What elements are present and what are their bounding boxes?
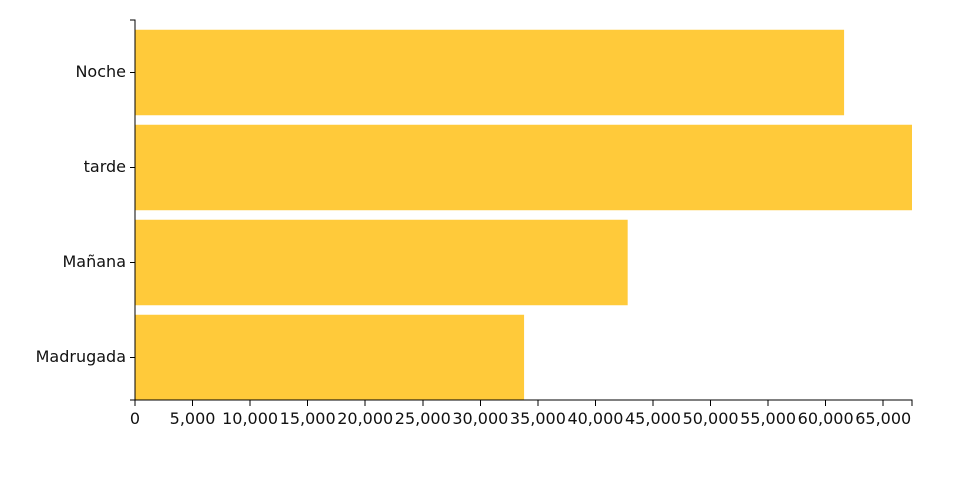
x-tick-label: 50,000	[683, 409, 739, 428]
x-tick-label: 20,000	[337, 409, 393, 428]
y-tick-label: Noche	[75, 62, 126, 81]
x-tick-label: 30,000	[452, 409, 508, 428]
y-axis: Noche tarde Mañana Madrugada	[36, 19, 136, 401]
bar-madrugada	[135, 314, 525, 401]
x-axis: 0 5,000 10,000 15,000 20,000 25,000 30,000 35,0…	[130, 399, 913, 428]
bar-noche	[135, 29, 845, 116]
y-tick-label: Madrugada	[36, 347, 126, 366]
x-tick-label: 55,000	[740, 409, 796, 428]
x-tick-label: 10,000	[222, 409, 278, 428]
x-tick-label: 25,000	[395, 409, 451, 428]
y-tick-label: Mañana	[63, 252, 127, 271]
y-tick-label: tarde	[84, 157, 126, 176]
x-tick-label: 35,000	[510, 409, 566, 428]
bar-tarde	[135, 124, 912, 211]
x-tick-label: 45,000	[625, 409, 681, 428]
bars-group	[135, 29, 912, 401]
x-tick-label: 15,000	[280, 409, 336, 428]
x-tick-label: 65,000	[855, 409, 911, 428]
bar-mañana	[135, 219, 628, 306]
x-tick-label: 0	[130, 409, 140, 428]
x-tick-label: 40,000	[567, 409, 623, 428]
y-axis-line	[130, 19, 136, 401]
x-axis-line	[134, 399, 913, 406]
x-tick-label: 60,000	[798, 409, 854, 428]
x-tick-label: 5,000	[170, 409, 216, 428]
